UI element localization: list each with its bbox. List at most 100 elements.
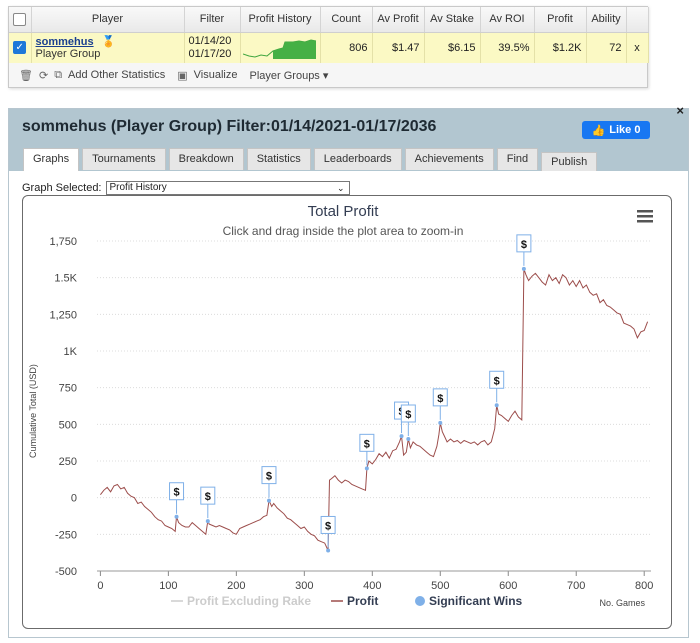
win-point xyxy=(266,498,271,503)
col-header-filter[interactable]: Filter xyxy=(184,7,241,33)
tab-achievements[interactable]: Achievements xyxy=(404,148,494,170)
x-tick-label: 400 xyxy=(363,580,381,592)
x-axis-ticks: 0 100 200 300 400 500 600 700 800 xyxy=(97,570,653,592)
graph-select-value: Profit History xyxy=(109,182,167,193)
dollar-icon: $ xyxy=(494,375,500,387)
trash-icon[interactable]: 🗑 xyxy=(19,69,33,82)
y-tick-label: 1,750 xyxy=(49,236,77,248)
close-icon[interactable]: × xyxy=(676,103,684,118)
legend-item-rake[interactable]: Profit Excluding Rake xyxy=(187,594,311,608)
facebook-like-button[interactable]: 👍 Like 0 xyxy=(582,121,650,139)
y-tick-label: 500 xyxy=(59,419,77,431)
profit-history-cell[interactable] xyxy=(240,32,321,63)
visualize-button[interactable]: Visualize xyxy=(193,69,238,81)
tab-breakdown[interactable]: Breakdown xyxy=(168,148,244,170)
significant-win-flag[interactable]: $ xyxy=(489,370,505,408)
col-header-profit[interactable]: Profit xyxy=(534,7,587,33)
x-tick-label: 0 xyxy=(97,580,103,592)
col-header-ability[interactable]: Ability xyxy=(586,7,627,33)
col-header-av-profit[interactable]: Av Profit xyxy=(372,7,425,33)
player-cell: sommehus 🏅 Player Group xyxy=(31,32,185,63)
win-point xyxy=(438,420,443,425)
col-header-profit-history[interactable]: Profit History xyxy=(240,7,321,33)
significant-win-flag[interactable]: $ xyxy=(169,482,185,519)
profit-value: $1.2K xyxy=(534,32,587,63)
av-profit-value: $1.47 xyxy=(372,32,425,63)
win-point xyxy=(205,519,210,524)
x-axis-label: No. Games xyxy=(599,598,645,608)
chart-legend: Profit Excluding Rake Profit Significant… xyxy=(171,594,523,608)
row-checkbox[interactable]: ✓ xyxy=(13,41,27,55)
x-tick-label: 200 xyxy=(227,580,245,592)
dollar-icon: $ xyxy=(521,239,527,251)
add-other-statistics-button[interactable]: Add Other Statistics xyxy=(68,69,166,81)
dollar-icon: $ xyxy=(325,520,331,532)
col-header-player[interactable]: Player xyxy=(31,7,185,33)
significant-win-flag[interactable]: $ xyxy=(261,466,277,503)
panel-header: sommehus (Player Group) Filter:01/14/202… xyxy=(9,103,688,171)
significant-win-flag[interactable]: $ xyxy=(200,486,216,524)
flag-box xyxy=(432,388,448,407)
dollar-icon: $ xyxy=(437,393,443,405)
dollar-icon: $ xyxy=(173,487,179,499)
panel-tabs: Graphs Tournaments Breakdown Statistics … xyxy=(23,148,598,171)
significant-win-flag[interactable]: $ xyxy=(516,234,532,271)
player-name-link[interactable]: sommehus xyxy=(35,36,94,49)
flag-box xyxy=(400,404,416,423)
medal-icon: 🏅 xyxy=(101,36,116,49)
win-point xyxy=(406,437,411,441)
win-point xyxy=(326,548,331,553)
significant-win-flag[interactable]: $ xyxy=(400,404,416,441)
menu-icon[interactable] xyxy=(637,210,653,223)
col-header-count[interactable]: Count xyxy=(320,7,373,33)
tab-tournaments[interactable]: Tournaments xyxy=(82,148,166,170)
row-checkbox-cell[interactable]: ✓ xyxy=(9,32,32,63)
dollar-icon: $ xyxy=(205,491,211,503)
select-all-checkbox[interactable] xyxy=(13,12,27,26)
win-point xyxy=(364,466,369,471)
stats-table: Player Filter Profit History Count Av Pr… xyxy=(9,7,649,63)
significant-win-flag[interactable]: $ xyxy=(320,515,336,553)
flag-box xyxy=(359,433,375,452)
player-detail-panel: sommehus (Player Group) Filter:01/14/202… xyxy=(8,103,689,638)
legend-item-profit[interactable]: Profit xyxy=(347,594,378,608)
chart-container[interactable]: Total Profit Click and drag inside the p… xyxy=(22,195,672,629)
tab-leaderboards[interactable]: Leaderboards xyxy=(313,148,402,170)
table-row: ✓ sommehus 🏅 Player Group 01/14/20 01/17/… xyxy=(9,32,649,63)
ability-value: 72 xyxy=(586,32,627,63)
filter-cell[interactable]: 01/14/20 01/17/20 xyxy=(184,32,241,63)
chart-title: Total Profit xyxy=(308,203,380,220)
profit-chart[interactable]: Total Profit Click and drag inside the p… xyxy=(23,196,673,630)
y-tick-label: 0 xyxy=(71,493,77,505)
remove-row-button[interactable]: x xyxy=(626,32,649,63)
refresh-icon[interactable]: ⟳ xyxy=(38,69,49,82)
tab-publish[interactable]: Publish xyxy=(541,152,598,171)
profit-series xyxy=(100,268,649,551)
dollar-icon: $ xyxy=(405,409,411,421)
player-groups-dropdown[interactable]: Player Groups ▾ xyxy=(250,69,329,82)
graph-selected-label: Graph Selected: xyxy=(22,182,102,194)
flag-box xyxy=(169,482,185,501)
dollar-icon: $ xyxy=(364,438,370,450)
flag-box xyxy=(200,486,216,505)
col-header-av-stake[interactable]: Av Stake xyxy=(424,7,481,33)
legend-item-significant-wins[interactable]: Significant Wins xyxy=(429,594,523,608)
like-label: Like 0 xyxy=(609,124,641,136)
visualize-icon[interactable]: ▣ xyxy=(177,69,188,82)
tab-find[interactable]: Find xyxy=(496,148,539,170)
tab-statistics[interactable]: Statistics xyxy=(246,148,311,170)
win-point xyxy=(494,403,499,408)
add-stats-icon[interactable]: ⧉ xyxy=(54,68,63,81)
legend-wins-swatch xyxy=(415,596,425,606)
y-axis-label: Cumulative Total (USD) xyxy=(28,364,38,458)
filter-to: 01/17/20 xyxy=(188,47,232,60)
graph-select[interactable]: Profit History ⌄ xyxy=(105,181,350,195)
significant-win-flag[interactable]: $ xyxy=(359,433,375,471)
select-all-checkbox-cell[interactable] xyxy=(9,7,32,33)
x-tick-label: 700 xyxy=(567,580,585,592)
significant-win-flag[interactable]: $ xyxy=(432,388,448,425)
win-point xyxy=(521,266,526,271)
col-header-av-roi[interactable]: Av ROI xyxy=(480,7,535,33)
tab-graphs[interactable]: Graphs xyxy=(23,148,80,171)
x-tick-label: 100 xyxy=(159,580,177,592)
